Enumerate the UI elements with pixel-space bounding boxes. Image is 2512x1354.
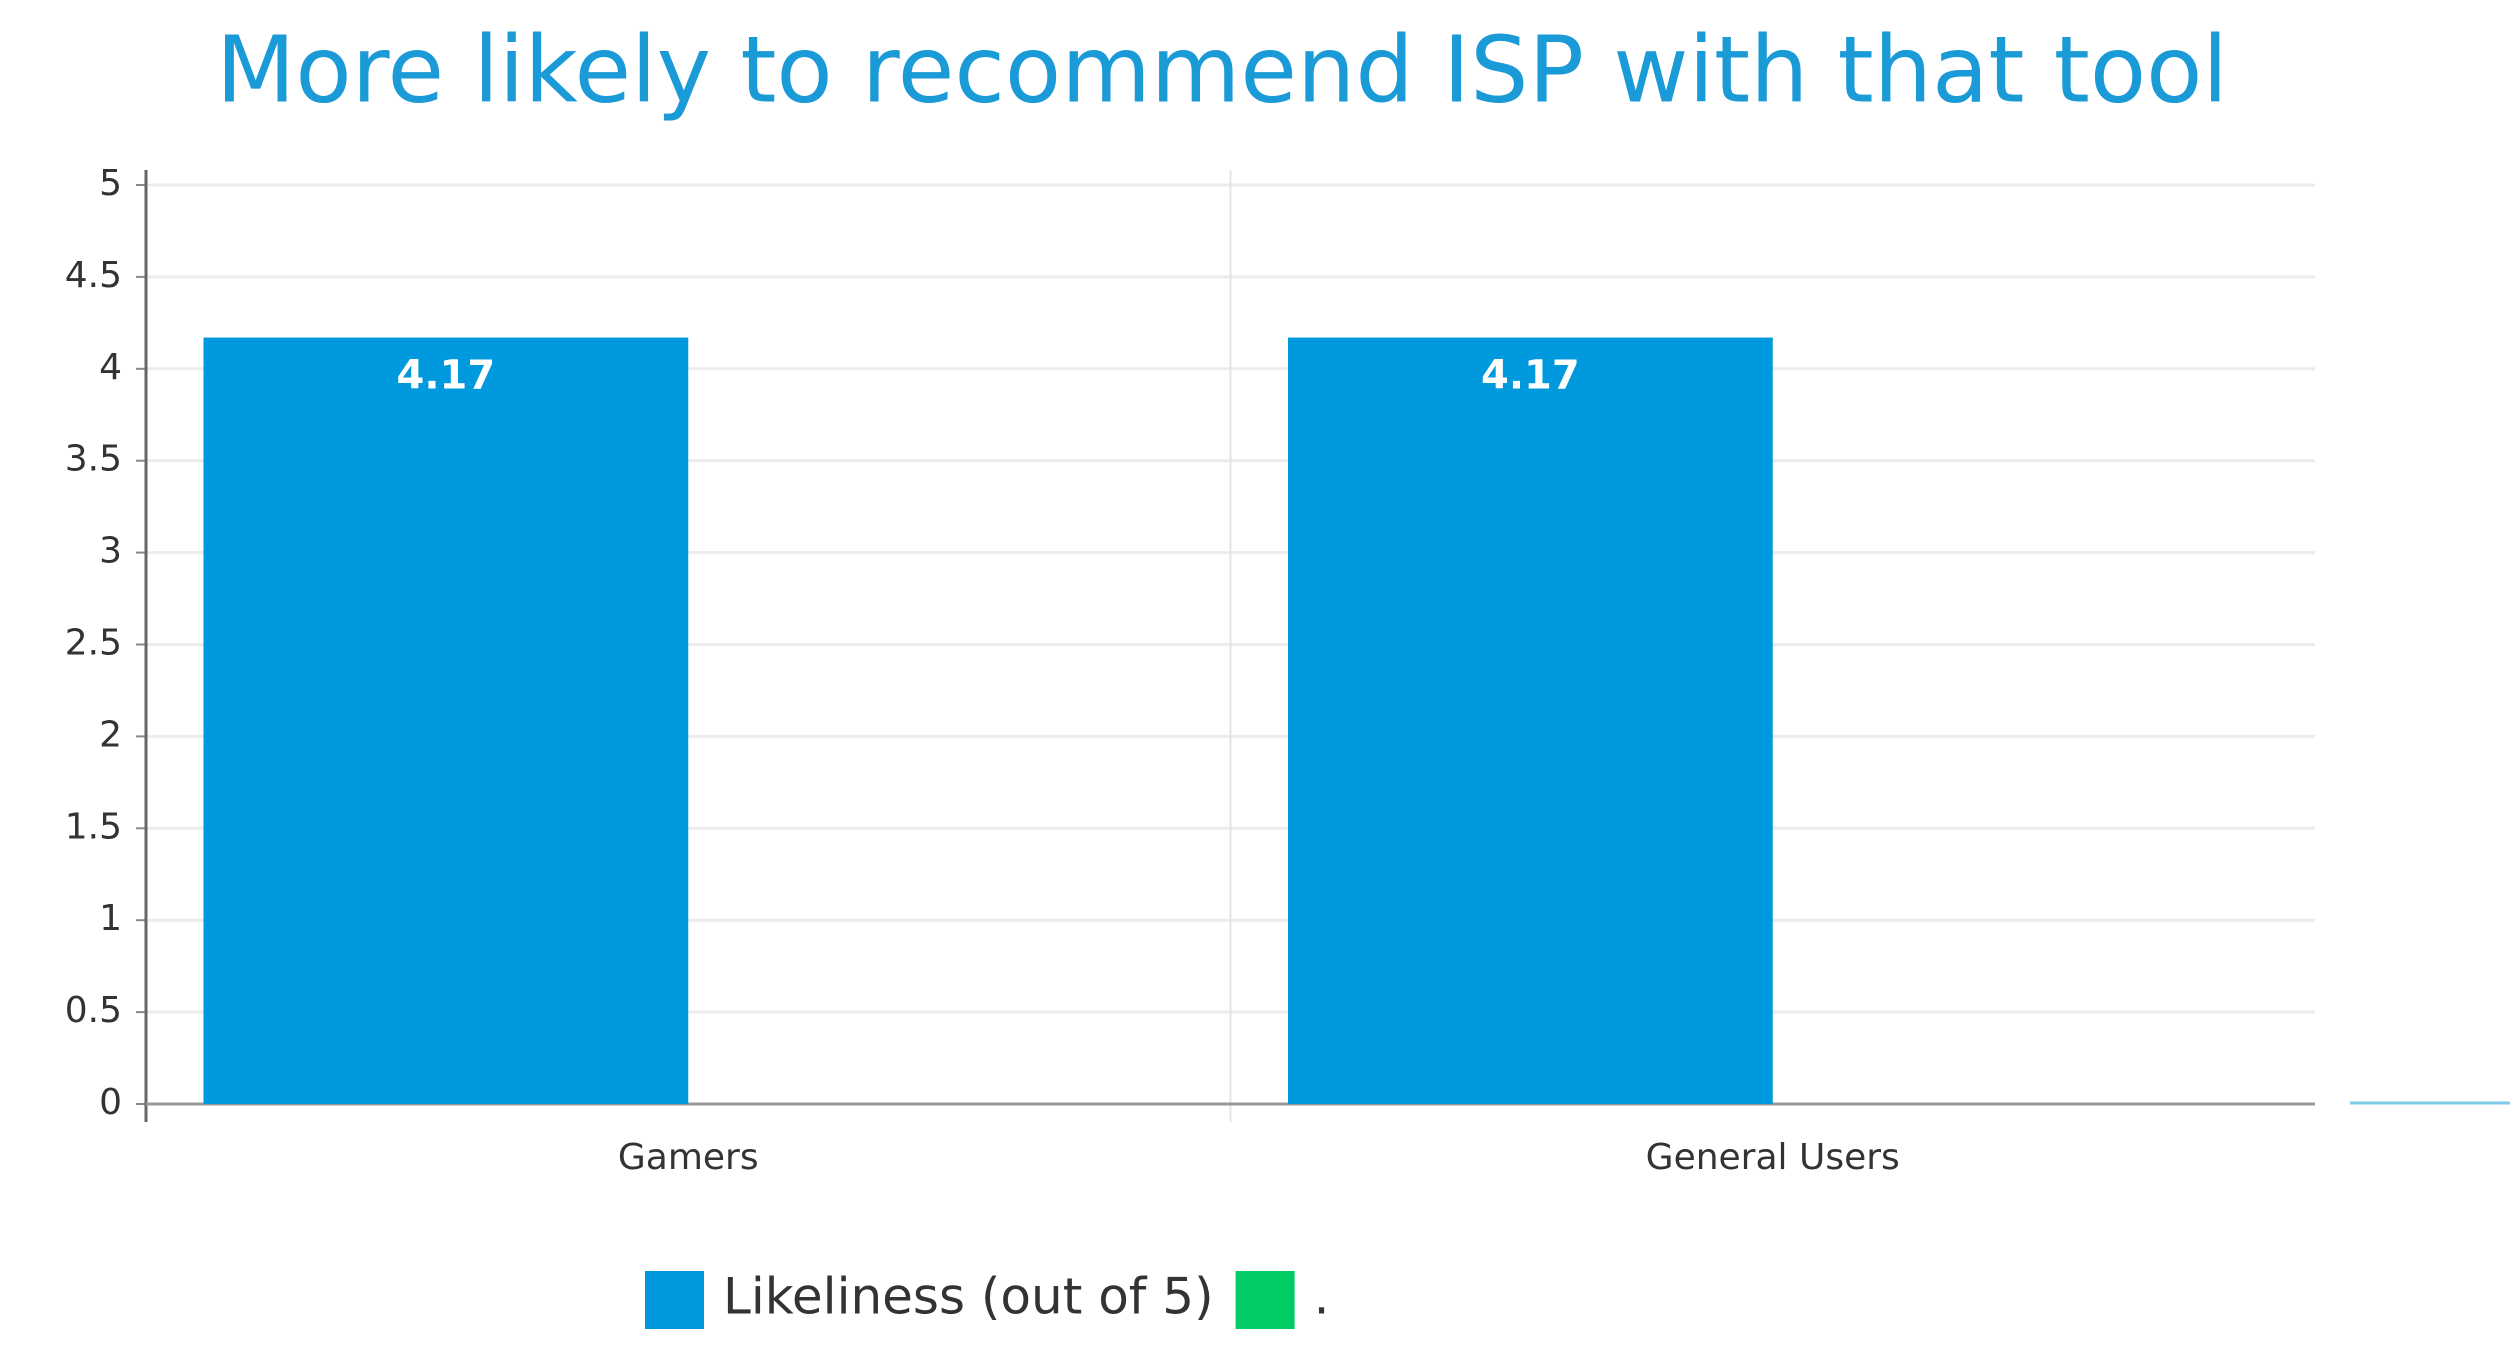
y-tick-label: 1 <box>99 898 122 939</box>
y-tick-label: 2.5 <box>65 623 122 664</box>
data-label: 4.17 <box>397 353 496 399</box>
legend-swatch <box>645 1271 704 1329</box>
y-tick-label: 3 <box>99 531 122 572</box>
data-label: 4.17 <box>1481 353 1580 399</box>
y-tick-label: 4 <box>99 347 122 388</box>
y-tick-label: 3.5 <box>65 439 122 480</box>
bar <box>1287 337 1773 1105</box>
chart-title: More likely to recommend ISP with that t… <box>216 16 2228 123</box>
x-tick-label: General Users <box>1646 1137 1900 1178</box>
legend-swatch <box>1235 1271 1295 1329</box>
x-tick-label: Gamers <box>618 1137 759 1178</box>
legend-label: . <box>1314 1268 1330 1326</box>
bar <box>203 337 689 1105</box>
y-tick-label: 5 <box>99 163 122 204</box>
legend-label: Likeliness (out of 5) <box>723 1268 1214 1326</box>
y-tick-label: 1.5 <box>65 806 122 847</box>
y-tick-label: 4.5 <box>65 255 122 296</box>
y-tick-label: 0.5 <box>65 990 122 1031</box>
y-tick-label: 0 <box>99 1082 122 1123</box>
y-tick-label: 2 <box>99 714 122 755</box>
